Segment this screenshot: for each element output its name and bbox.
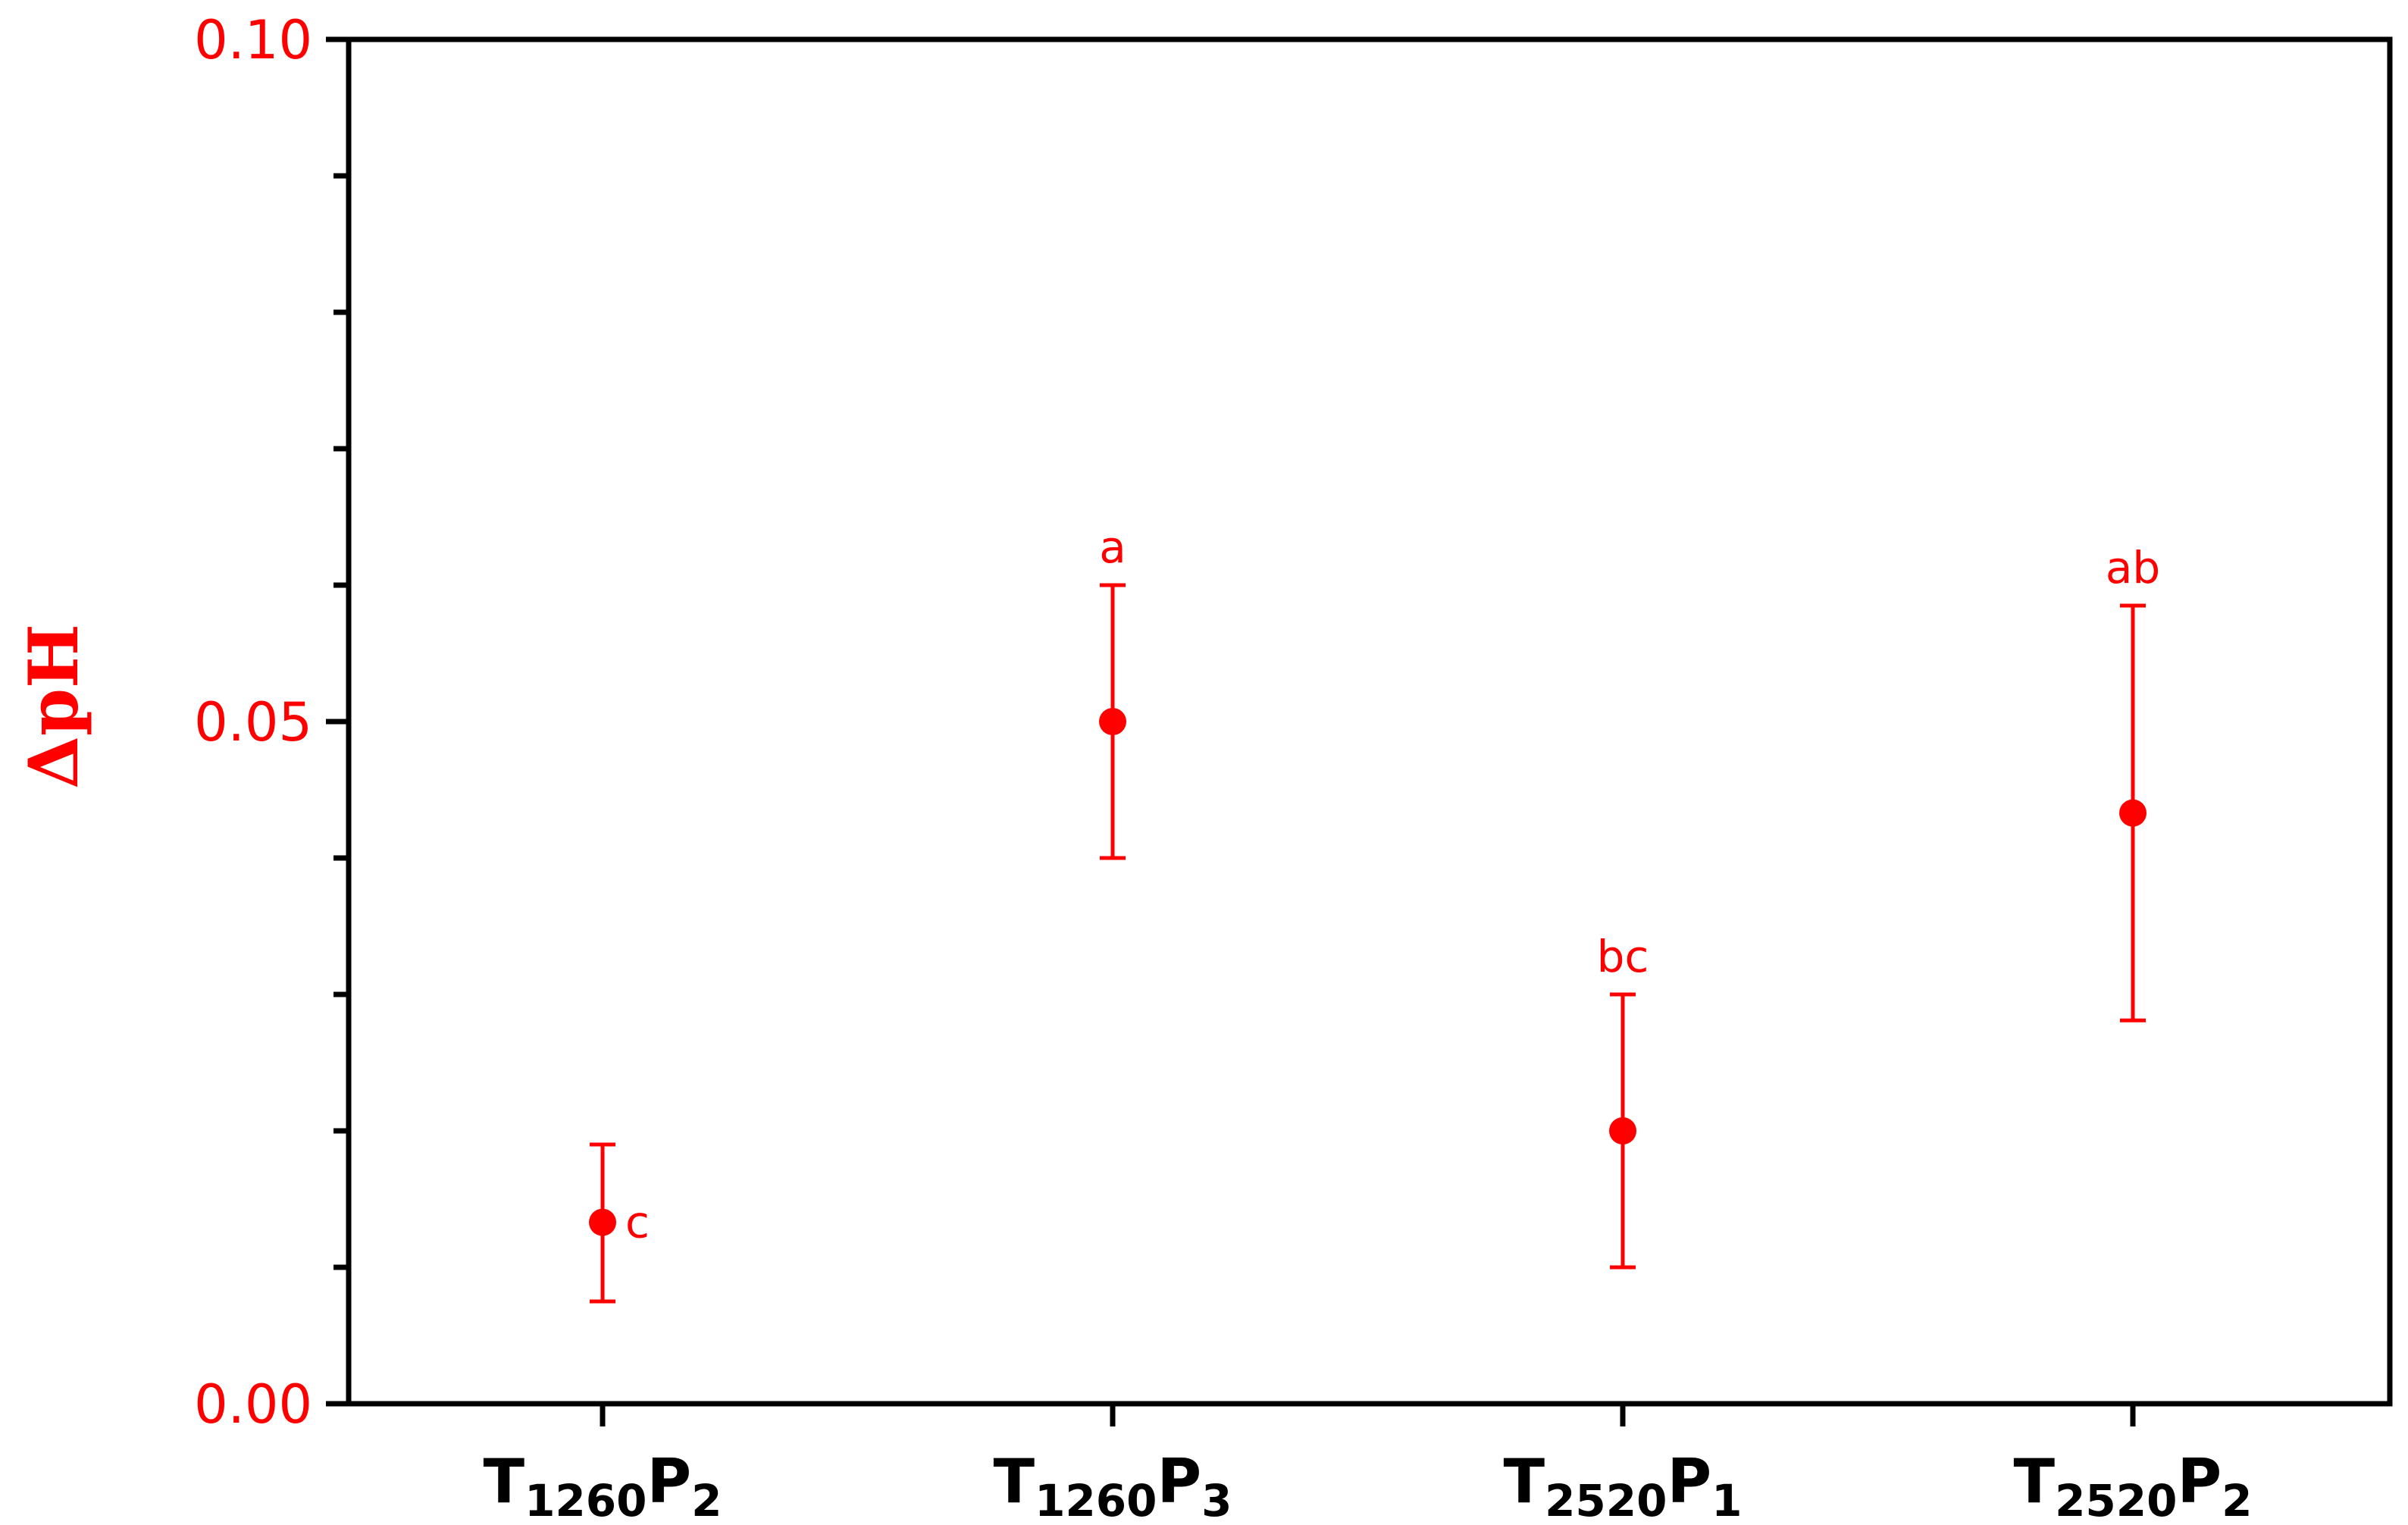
axes bbox=[346, 36, 2393, 1407]
x-tick-label: T2520P1 bbox=[1503, 1446, 1742, 1525]
y-axis-label: ΔpH bbox=[14, 624, 94, 789]
x-tick-label: T2520P2 bbox=[2013, 1446, 2252, 1525]
data-point bbox=[2119, 799, 2147, 827]
significance-label: c bbox=[625, 1197, 650, 1248]
significance-label: bc bbox=[1597, 931, 1649, 982]
x-tick-label: T1260P3 bbox=[993, 1446, 1232, 1525]
y-tick-label: 0.00 bbox=[194, 1373, 312, 1436]
data-point bbox=[589, 1208, 616, 1236]
y-tick-label: 0.05 bbox=[194, 691, 312, 753]
x-axis-ticks: T1260P2 T1260P3 T2520P1 T2520P2 bbox=[483, 1404, 2253, 1525]
y-axis-ticks: 0.00 0.05 0.10 bbox=[194, 9, 349, 1436]
x-tick-label: T1260P2 bbox=[483, 1446, 722, 1525]
data-point bbox=[1609, 1117, 1636, 1145]
significance-label: a bbox=[1099, 521, 1126, 573]
data-point bbox=[1099, 708, 1126, 735]
data-points: c a bc ab bbox=[589, 521, 2160, 1304]
significance-label: ab bbox=[2106, 542, 2160, 593]
y-tick-label: 0.10 bbox=[194, 9, 312, 71]
plot-frame bbox=[346, 36, 2393, 1407]
